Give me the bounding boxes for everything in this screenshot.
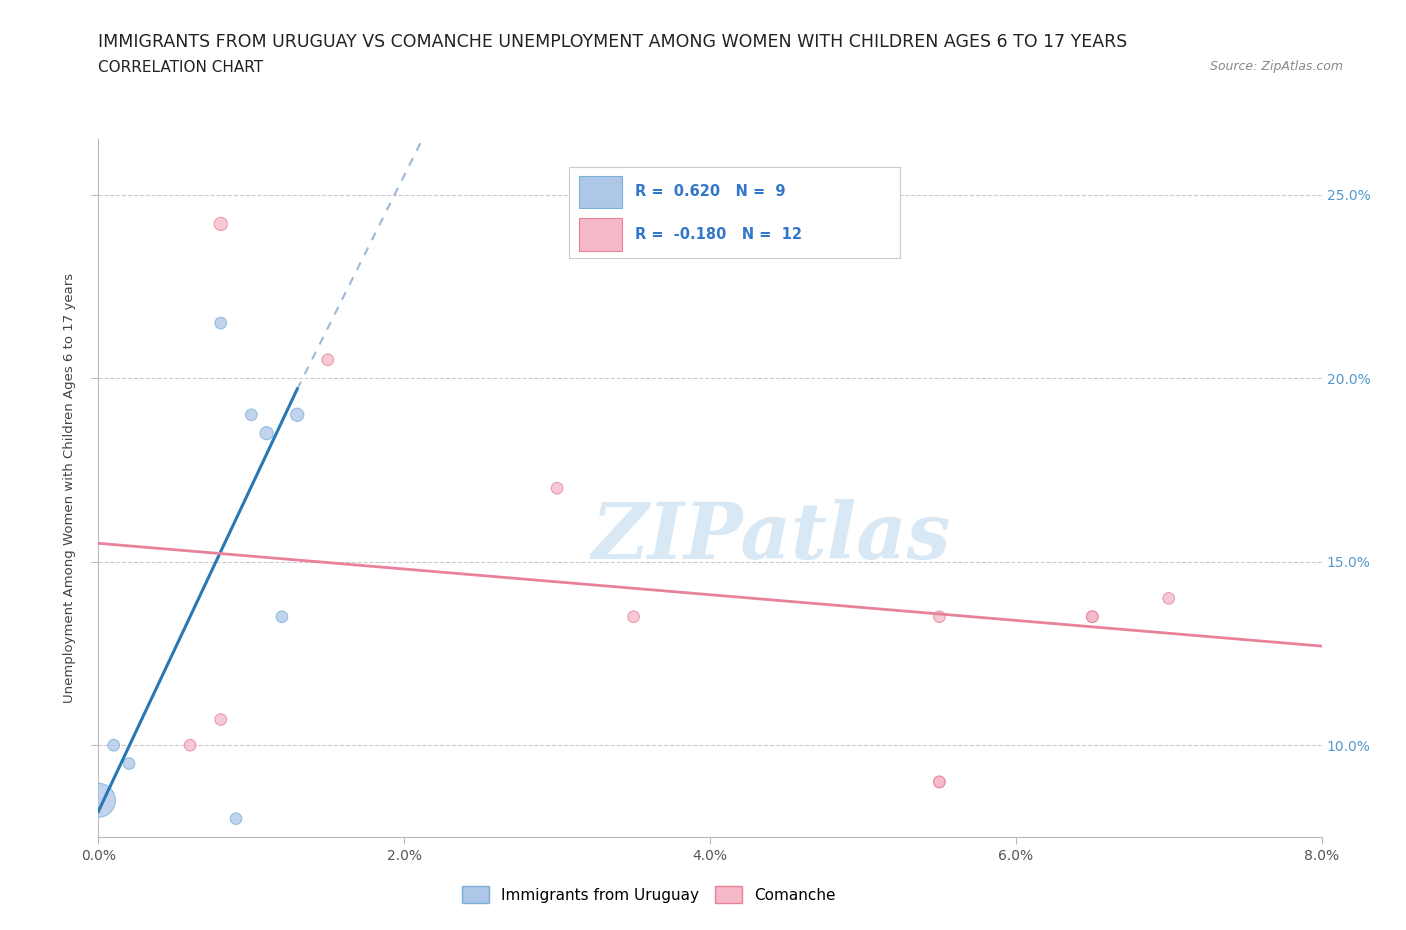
Point xyxy=(1157,591,1180,605)
Point xyxy=(1081,609,1104,624)
Point xyxy=(928,775,950,790)
Point xyxy=(118,756,141,771)
Legend: Immigrants from Uruguay, Comanche: Immigrants from Uruguay, Comanche xyxy=(456,880,842,910)
Point xyxy=(316,352,339,367)
Point xyxy=(270,609,294,624)
Text: Source: ZipAtlas.com: Source: ZipAtlas.com xyxy=(1209,60,1343,73)
Text: IMMIGRANTS FROM URUGUAY VS COMANCHE UNEMPLOYMENT AMONG WOMEN WITH CHILDREN AGES : IMMIGRANTS FROM URUGUAY VS COMANCHE UNEM… xyxy=(98,33,1128,50)
Y-axis label: Unemployment Among Women with Children Ages 6 to 17 years: Unemployment Among Women with Children A… xyxy=(62,273,76,703)
Point xyxy=(225,811,247,826)
Point xyxy=(209,217,232,232)
Text: ZIPatlas: ZIPatlas xyxy=(592,498,950,576)
Point xyxy=(285,407,308,422)
Point xyxy=(240,407,263,422)
Point xyxy=(103,737,125,752)
Point xyxy=(256,426,278,441)
Point xyxy=(623,609,645,624)
Point xyxy=(209,712,232,727)
Point xyxy=(546,481,568,496)
Point xyxy=(928,609,950,624)
Text: CORRELATION CHART: CORRELATION CHART xyxy=(98,60,263,75)
Point xyxy=(928,775,950,790)
Point xyxy=(87,793,110,808)
Point xyxy=(209,315,232,330)
Point xyxy=(179,737,201,752)
Point xyxy=(1081,609,1104,624)
